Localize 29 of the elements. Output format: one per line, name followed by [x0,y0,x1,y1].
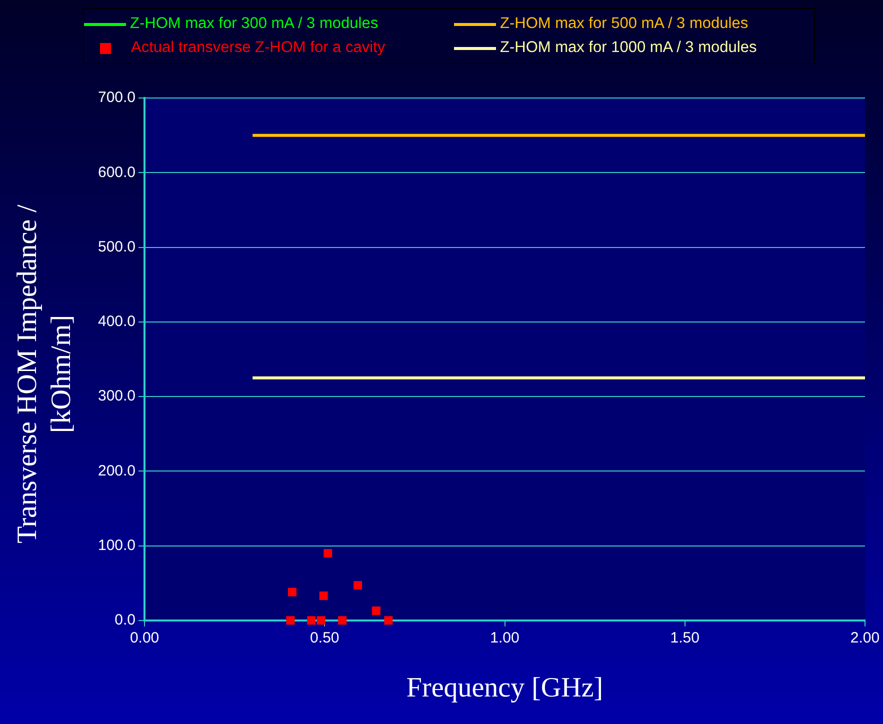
point [288,588,296,596]
legend-label: Actual transverse Z-HOM for a cavity [131,39,386,57]
y-tick-label: 400.0 [98,313,136,330]
point [316,616,326,625]
x-tick-label: 1.00 [490,630,520,647]
legend-label: Z-HOM max for 500 mA / 3 modules [500,15,748,33]
y-tick-label: 500.0 [98,238,136,256]
x-tick-label: 2.00 [850,630,880,647]
legend-label: Z-HOM max for 300 mA / 3 modules [130,15,378,33]
x-axis-title: Frequency [GHz] [406,672,604,704]
point [324,548,332,558]
legend-label: Z-HOM max for 1000 mA / 3 modules [500,39,757,57]
y-axis-title: Transverse HOM Impedance / [kOhm/m] [11,204,78,546]
point [307,616,316,625]
point [372,606,380,615]
y-tick-label: 0.0 [114,612,136,629]
point [338,616,347,625]
y-tick-label: 700.0 [98,89,136,106]
point [354,581,362,590]
point [286,616,295,625]
point [319,592,328,600]
y-tick-label: 100.0 [98,536,136,554]
y-tick-label: 600.0 [98,164,136,181]
point [384,616,393,625]
x-tick-label: 0.00 [130,630,160,647]
x-tick-label: 0.50 [310,630,340,647]
x-tick-label: 1.50 [670,630,700,647]
y-tick-label: 300.0 [98,388,136,405]
y-tick-label: 200.0 [98,462,136,480]
